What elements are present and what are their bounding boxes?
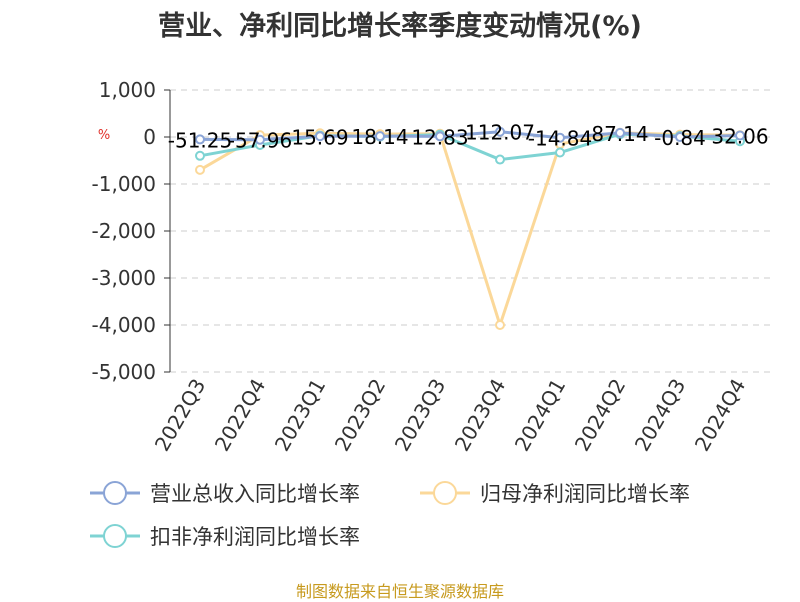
data-point-revenue [375, 131, 385, 142]
x-tick-label: 2024Q1 [510, 375, 570, 456]
y-unit-label: % [98, 128, 110, 143]
x-tick-label: 2022Q4 [210, 375, 270, 456]
y-tick-label: -1,000 [92, 172, 156, 196]
legend-marker-deductProfit [103, 524, 127, 548]
data-label: -0.84 [654, 126, 706, 150]
x-tick-label: 2022Q3 [150, 375, 210, 456]
data-point-netProfit [195, 164, 205, 175]
legend-marker-netProfit [433, 481, 457, 505]
data-label: 32.06 [711, 124, 768, 148]
x-tick-label: 2023Q3 [390, 375, 450, 456]
data-label: -57.96 [228, 129, 292, 153]
data-point-netProfit [495, 320, 505, 330]
legend-label-deductProfit: 扣非净利润同比增长率 [150, 525, 360, 549]
data-point-revenue [735, 130, 745, 141]
series-line-netProfit [199, 131, 741, 327]
data-label: 18.14 [351, 125, 408, 149]
x-tick-label: 2023Q4 [450, 375, 510, 456]
data-point-deductProfit [555, 147, 565, 158]
data-label: -14.84 [528, 127, 592, 151]
data-point-revenue [315, 131, 325, 142]
x-tick-label: 2024Q4 [690, 375, 750, 456]
data-point-revenue [615, 127, 625, 138]
data-label: 12.83 [411, 125, 468, 149]
y-tick-label: -4,000 [92, 313, 156, 337]
y-tick-label: -5,000 [92, 360, 156, 384]
data-point-revenue [555, 132, 565, 143]
data-point-revenue [435, 131, 445, 142]
data-point-revenue [675, 132, 685, 143]
data-point-revenue [495, 126, 505, 137]
y-tick-label: 1,000 [99, 78, 156, 102]
data-point-revenue [255, 134, 265, 145]
x-tick-label: 2024Q2 [570, 375, 630, 456]
x-tick-label: 2024Q3 [630, 375, 690, 456]
y-tick-label: -3,000 [92, 266, 156, 290]
y-tick-label: -2,000 [92, 219, 156, 243]
legend-label-revenue: 营业总收入同比增长率 [150, 482, 360, 506]
legend-label-netProfit: 归母净利润同比增长率 [480, 482, 690, 506]
y-tick-label: 0 [143, 125, 156, 149]
data-label: 87.14 [591, 122, 648, 146]
x-tick-label: 2023Q1 [270, 375, 330, 456]
data-point-deductProfit [195, 150, 205, 161]
data-point-revenue [195, 134, 205, 145]
data-point-deductProfit [495, 154, 505, 165]
data-label: 15.69 [291, 125, 348, 149]
series-line-revenue [199, 130, 741, 142]
data-label: 112.07 [465, 121, 535, 145]
data-label: -51.25 [168, 128, 232, 152]
legend-marker-revenue [103, 481, 127, 505]
x-tick-label: 2023Q2 [330, 375, 390, 456]
chart-title: 营业、净利同比增长率季度变动情况(%) [158, 11, 642, 42]
source-footer: 制图数据来自恒生聚源数据库 [295, 582, 504, 601]
